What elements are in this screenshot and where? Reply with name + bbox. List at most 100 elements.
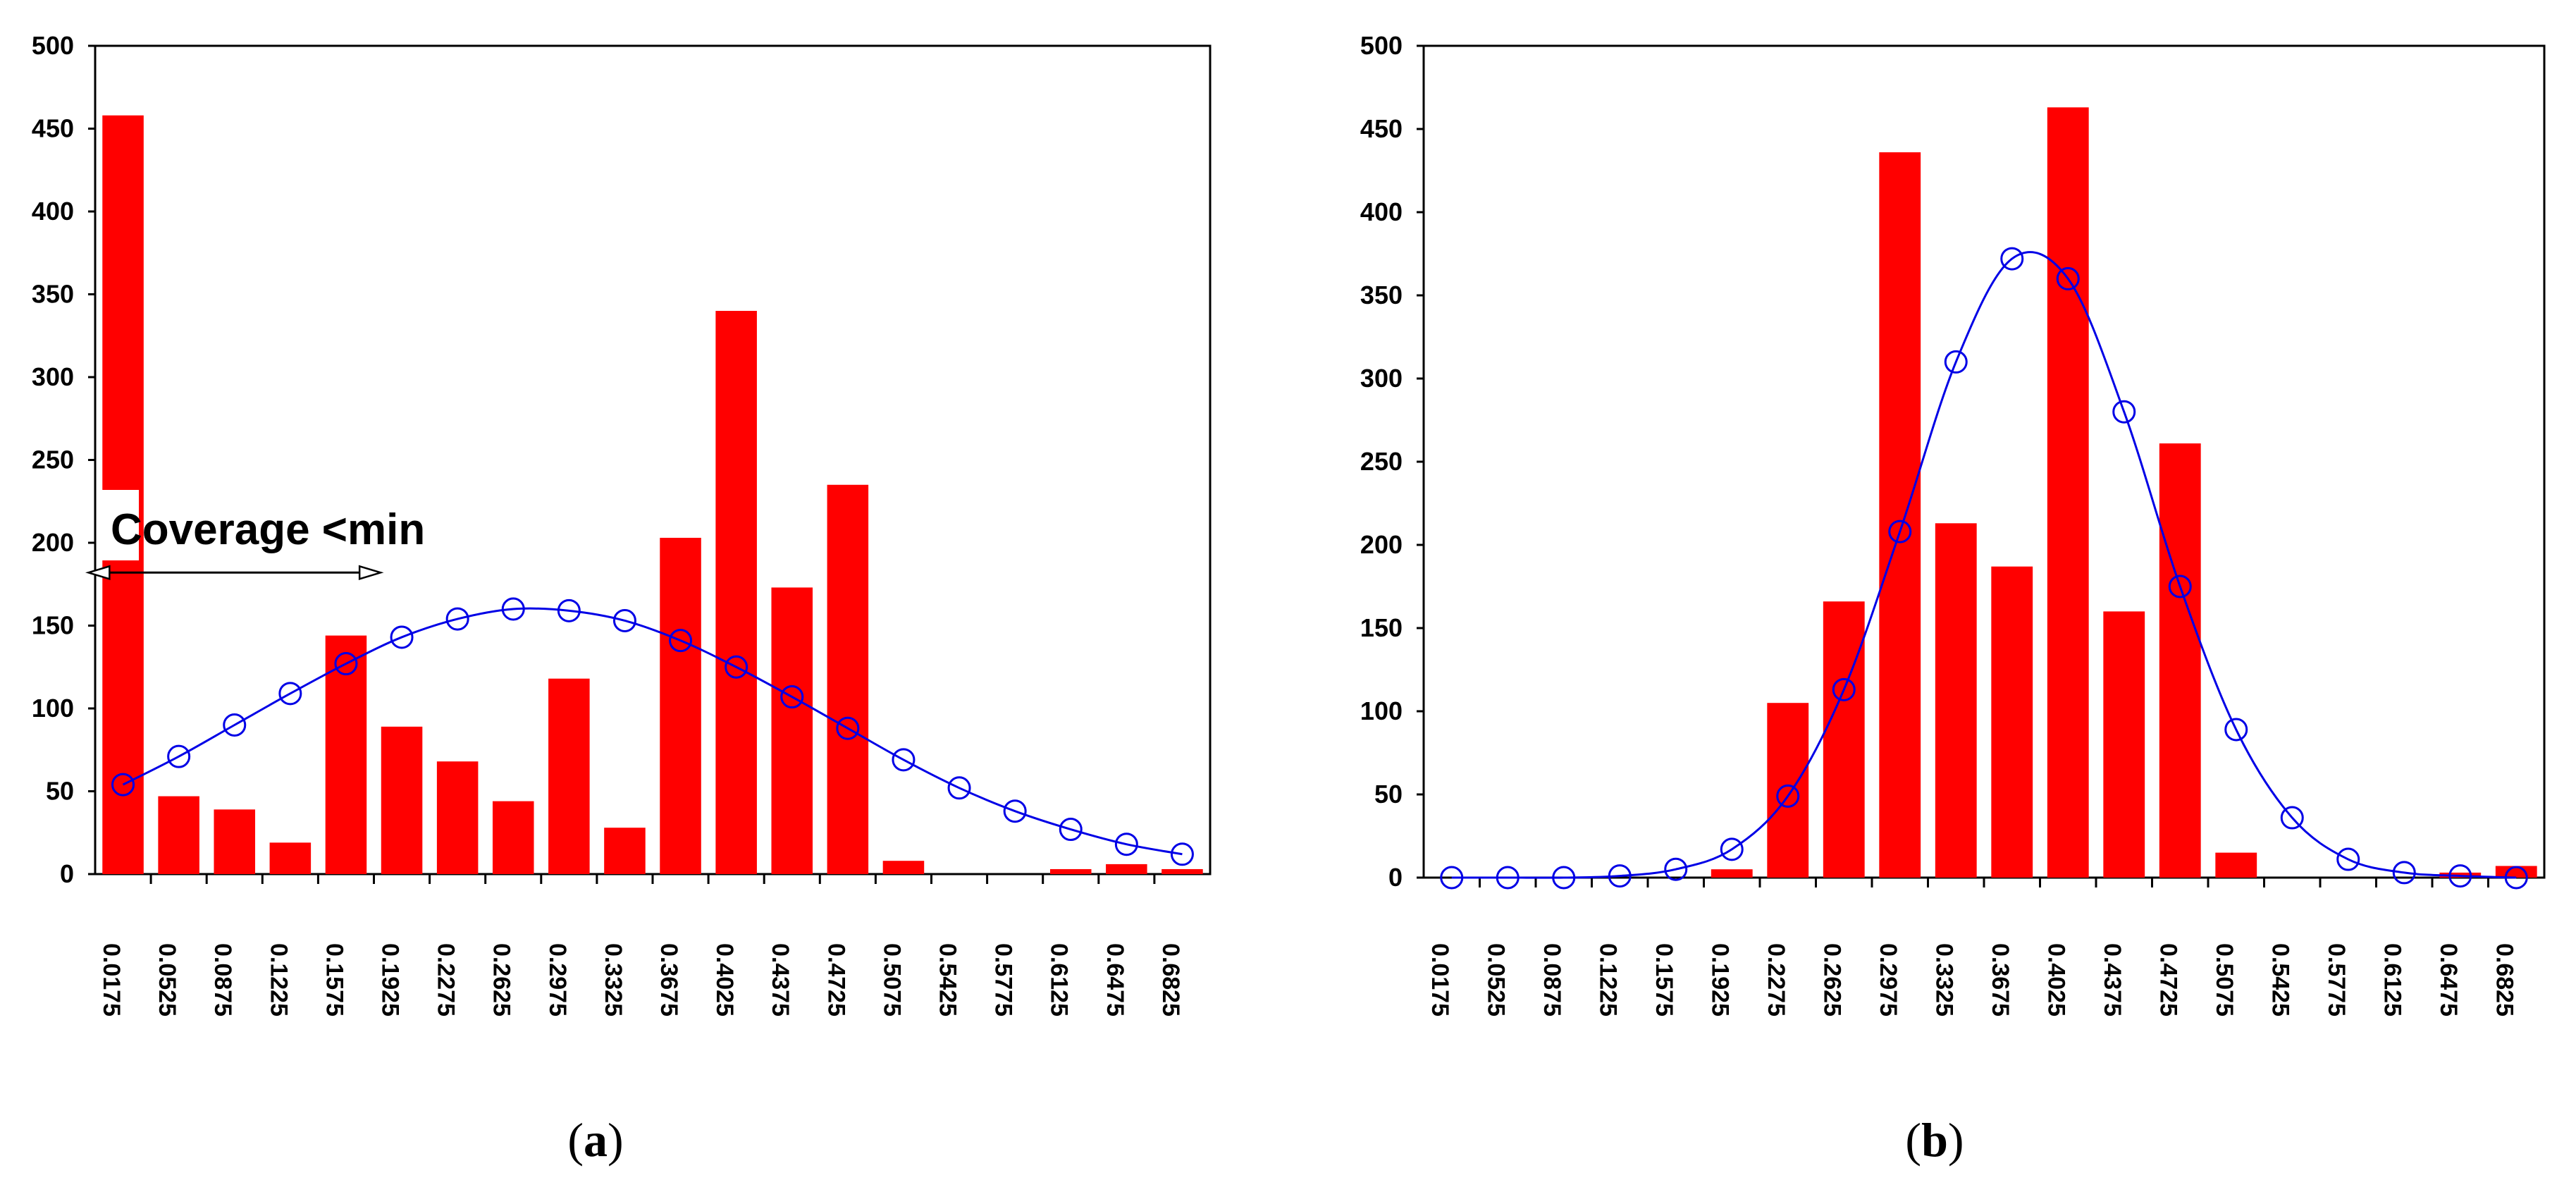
plot-frame xyxy=(94,44,1212,875)
x-tick-label: 0.4025 xyxy=(711,943,738,1016)
fit-point-marker xyxy=(2000,247,2024,271)
bar xyxy=(715,311,757,874)
y-tick-label: 300 xyxy=(1360,364,1403,393)
x-tick-label: 0.3325 xyxy=(600,943,627,1016)
fit-point-marker xyxy=(1170,842,1194,866)
y-tick-label: 450 xyxy=(1360,114,1403,143)
fit-point-marker xyxy=(1496,866,1520,890)
y-tick-label: 500 xyxy=(32,31,74,60)
y-tick-label: 50 xyxy=(46,777,74,806)
fit-point-marker xyxy=(612,608,636,632)
y-tick-label: 200 xyxy=(32,528,74,557)
y-tick-label: 0 xyxy=(60,859,74,888)
x-tick-label: 0.0875 xyxy=(1539,943,1565,1016)
x-tick-label: 0.6475 xyxy=(2435,943,2462,1016)
y-tick-label: 150 xyxy=(1360,613,1403,642)
x-tick-label: 0.6825 xyxy=(1157,943,1184,1016)
fit-point-marker xyxy=(2392,861,2416,885)
bar xyxy=(2103,611,2145,878)
fit-point-marker xyxy=(2504,866,2528,890)
bar xyxy=(492,801,534,874)
fit-point-marker xyxy=(669,629,693,653)
x-tick-label: 0.1225 xyxy=(1595,943,1622,1016)
x-tick-label: 0.1225 xyxy=(265,943,292,1016)
fit-point-marker xyxy=(2280,806,2304,830)
bar xyxy=(2215,852,2257,878)
fit-point-marker xyxy=(1608,864,1632,888)
fit-point-marker xyxy=(1552,866,1576,890)
bar xyxy=(548,678,590,874)
fit-point-marker xyxy=(1944,350,1968,374)
fit-point-marker xyxy=(223,713,247,737)
x-tick-label: 0.1575 xyxy=(321,943,347,1016)
bar xyxy=(269,842,312,874)
annotation-arrowhead-left xyxy=(85,565,111,580)
y-tick-label: 350 xyxy=(1360,281,1403,309)
bar xyxy=(1711,869,1753,878)
panel-a-caption-letter: a xyxy=(584,1113,608,1167)
y-tick-label: 250 xyxy=(32,446,74,474)
x-tick-label: 0.5425 xyxy=(935,943,961,1016)
fit-point-marker xyxy=(390,625,414,649)
fit-point-marker xyxy=(278,682,302,706)
x-tick-label: 0.5425 xyxy=(2267,943,2294,1016)
y-tick-label: 50 xyxy=(1374,780,1403,809)
bar xyxy=(1767,703,1809,878)
x-tick-label: 0.3675 xyxy=(1987,943,2014,1016)
fit-point-marker xyxy=(836,716,860,740)
x-tick-label: 0.0175 xyxy=(1426,943,1453,1016)
x-tick-label: 0.2625 xyxy=(1819,943,1846,1016)
y-tick-label: 400 xyxy=(32,197,74,226)
fit-point-marker xyxy=(947,776,971,800)
y-tick-label: 350 xyxy=(32,280,74,309)
x-tick-label: 0.2975 xyxy=(544,943,571,1016)
y-tick-label: 100 xyxy=(32,694,74,723)
x-tick-label: 0.3325 xyxy=(1931,943,1958,1016)
annotation-label: Coverage <min xyxy=(111,505,425,554)
fit-point-marker xyxy=(1832,677,1856,701)
y-tick-label: 300 xyxy=(32,362,74,391)
x-tick-label: 0.0525 xyxy=(1483,943,1510,1016)
fit-point-marker xyxy=(780,685,804,709)
bar xyxy=(604,828,646,874)
fit-point-marker xyxy=(2336,847,2360,871)
panel-a-caption: (a) xyxy=(567,1113,623,1167)
bar xyxy=(1049,868,1092,874)
fit-point-marker xyxy=(1440,866,1464,890)
fit-point-marker xyxy=(1776,784,1800,808)
bar xyxy=(1106,864,1147,874)
bar xyxy=(2159,443,2201,878)
fit-point-marker xyxy=(2056,266,2080,290)
fit-point-marker xyxy=(1664,857,1688,881)
x-tick-label: 0.6475 xyxy=(1102,943,1128,1016)
x-tick-label: 0.4375 xyxy=(767,943,794,1016)
y-tick-label: 200 xyxy=(1360,530,1403,559)
y-tick-label: 250 xyxy=(1360,447,1403,476)
panel-b: 0 50 100 150 200 250 300 350 400 450 500 0.0175 0.05… xyxy=(1360,31,2546,1016)
x-tick-label: 0.5075 xyxy=(2211,943,2238,1016)
fit-point-marker xyxy=(2448,864,2472,888)
bar xyxy=(381,726,423,874)
panel-a: 0 50 100 150 200 250 300 350 400 450 500 0.0175 0.05… xyxy=(32,31,1212,1016)
bar xyxy=(214,809,256,874)
bar xyxy=(1991,566,2033,878)
fit-point-marker xyxy=(1114,832,1138,856)
x-tick-label: 0.6125 xyxy=(1046,943,1073,1016)
bar xyxy=(1161,868,1203,874)
x-tick-label: 0.2275 xyxy=(1763,943,1789,1016)
fit-point-marker xyxy=(445,607,469,631)
y-tick-label: 0 xyxy=(1388,863,1403,892)
panel-b-caption: (b) xyxy=(1905,1113,1964,1167)
fit-point-marker xyxy=(2112,400,2136,424)
x-tick-label: 0.0175 xyxy=(98,943,125,1016)
x-tick-label: 0.0875 xyxy=(209,943,236,1016)
x-tick-label: 0.4725 xyxy=(822,943,849,1016)
panel-b-caption-letter: b xyxy=(1921,1113,1948,1167)
x-tick-label: 0.5775 xyxy=(990,943,1017,1016)
fit-point-marker xyxy=(1003,799,1027,823)
y-tick-label: 150 xyxy=(32,611,74,640)
y-tick-label: 450 xyxy=(32,114,74,143)
fit-point-marker xyxy=(111,773,135,797)
y-tick-label: 500 xyxy=(1360,31,1403,60)
